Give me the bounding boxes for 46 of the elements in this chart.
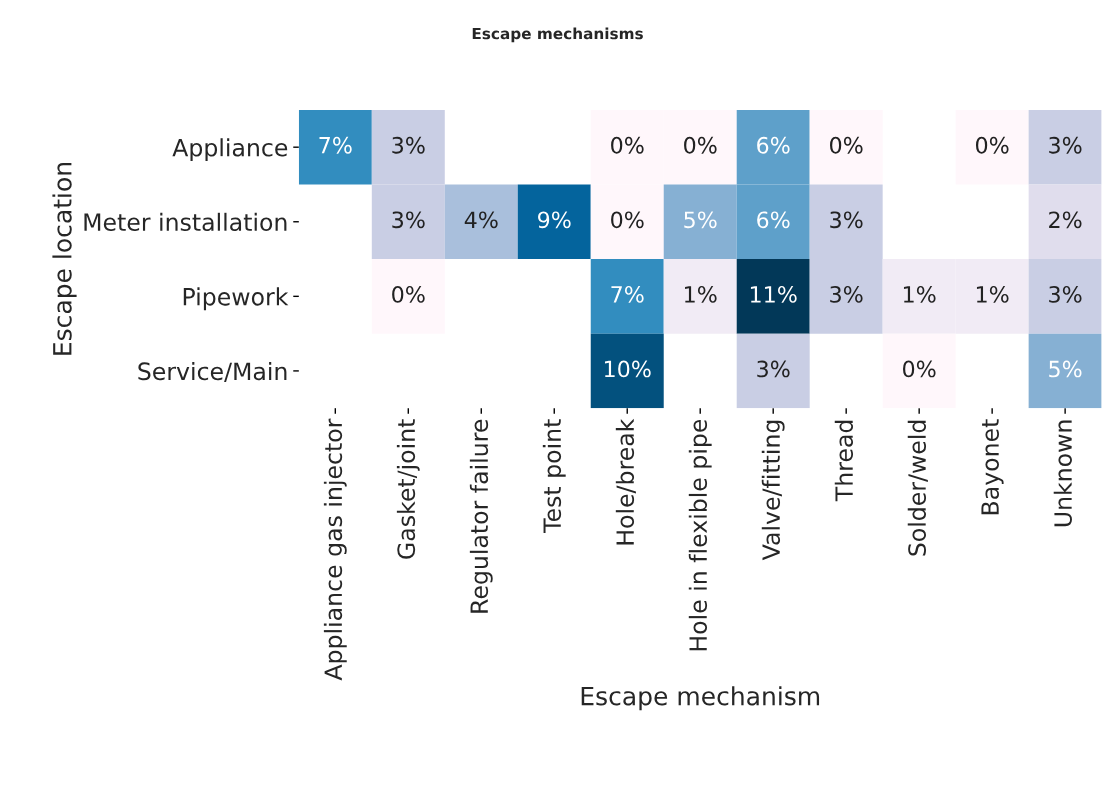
data-label: 0% — [830, 136, 863, 154]
data-label: 3% — [830, 211, 863, 229]
y-tick-label: Service/Main — [138, 361, 287, 383]
data-label: 0% — [903, 360, 936, 378]
y-axis-title: Escape location — [52, 163, 77, 355]
data-label: 5% — [1049, 360, 1082, 378]
x-tick-label: Hole in flexible pipe — [688, 419, 712, 651]
x-tick-label: Gasket/joint — [396, 419, 420, 559]
data-label: 6% — [757, 211, 790, 229]
data-label: 1% — [903, 285, 936, 303]
data-label: 7% — [319, 136, 352, 154]
x-tick-label: Hole/break — [615, 418, 636, 545]
data-label: 10% — [604, 360, 651, 378]
data-label: 3% — [392, 136, 425, 154]
y-tick-label: Meter installation — [84, 212, 287, 232]
x-tick-label: Bayonet — [981, 419, 1004, 515]
data-label: 2% — [1049, 211, 1082, 229]
chart-title: Escape mechanisms — [472, 27, 643, 43]
data-label: 0% — [684, 136, 717, 154]
data-label: 6% — [757, 136, 790, 154]
data-label: 11% — [750, 285, 797, 303]
data-label: 4% — [464, 211, 498, 229]
x-tick-label: Regulator failure — [469, 419, 493, 613]
data-label: 1% — [976, 285, 1009, 303]
x-axis-title: Escape mechanism — [581, 686, 820, 711]
x-tick-label: Appliance gas injector — [323, 418, 347, 681]
data-label: 3% — [830, 285, 863, 303]
data-label: 0% — [611, 211, 644, 229]
data-label: 0% — [392, 285, 425, 303]
x-tick-label: Test point — [542, 419, 566, 533]
x-tick-label: Solder/weld — [907, 420, 928, 556]
data-label: 0% — [975, 136, 1009, 154]
x-tick-label: Thread — [834, 420, 854, 502]
data-label: 9% — [538, 211, 571, 229]
data-label: 3% — [1049, 136, 1082, 154]
data-label: 3% — [392, 211, 425, 229]
y-tick-label: Appliance — [172, 138, 288, 162]
x-tick-label: Unknown — [1053, 420, 1072, 527]
data-label: 3% — [1049, 285, 1082, 303]
data-label: 3% — [757, 360, 790, 378]
y-tick-label: Pipework — [183, 287, 289, 311]
data-label: 5% — [684, 211, 717, 229]
x-tick-label: Valve/fitting — [761, 420, 785, 561]
data-label: 1% — [685, 285, 717, 303]
data-label: 0% — [611, 136, 644, 154]
data-label: 7% — [611, 285, 644, 303]
